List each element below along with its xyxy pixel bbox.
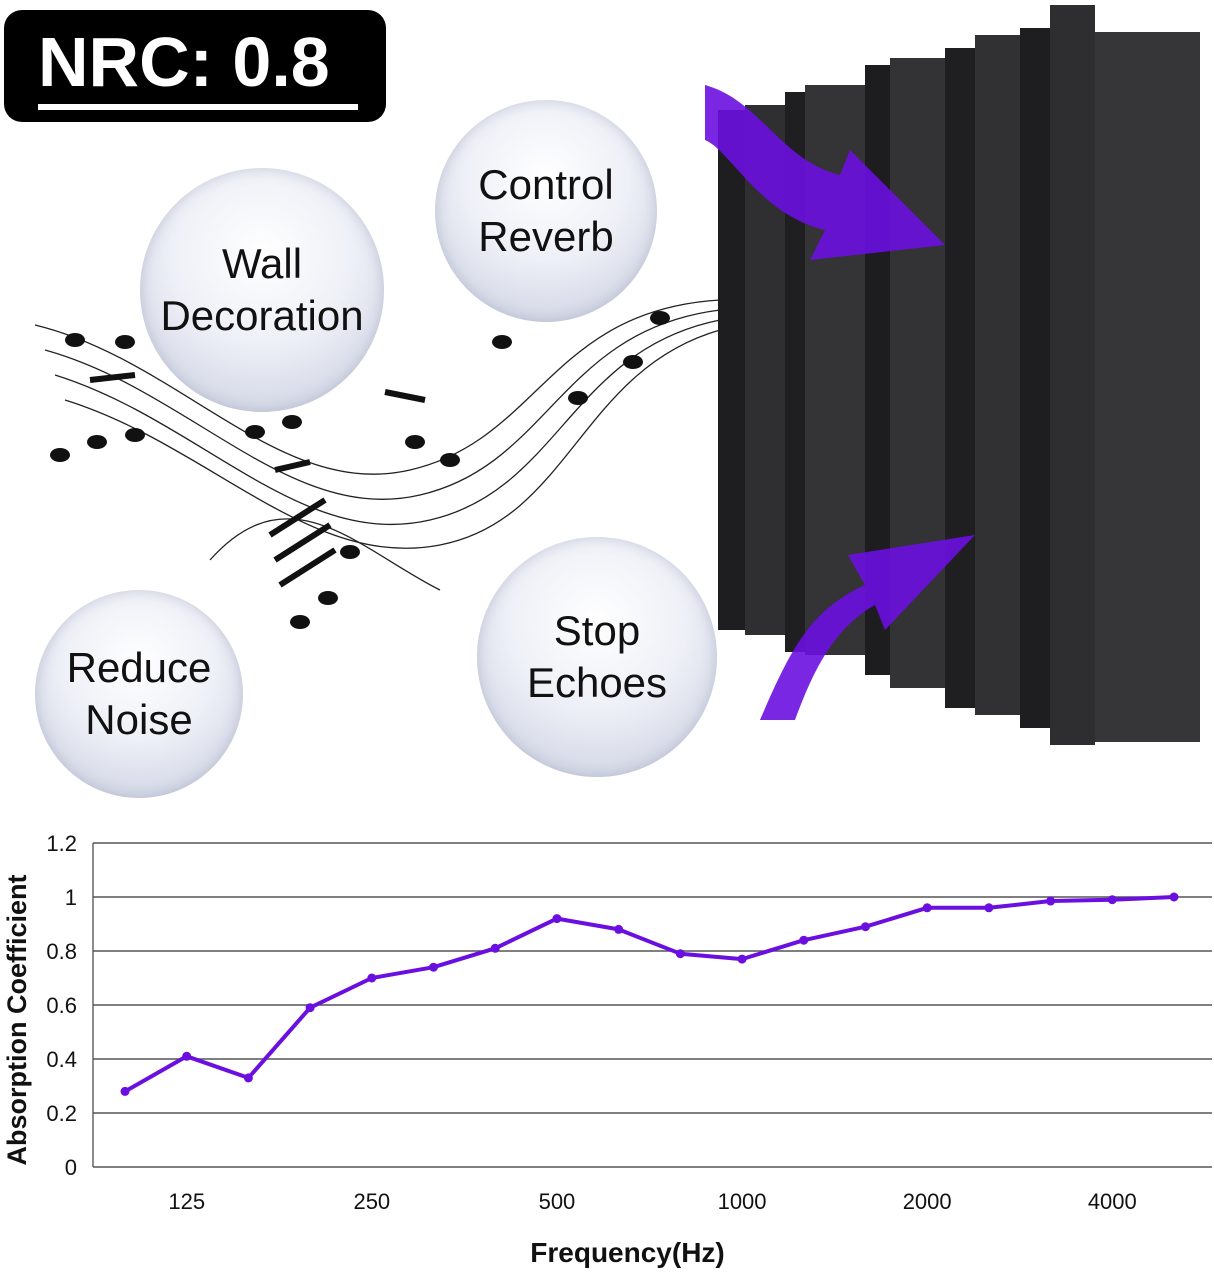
- data-point: [429, 962, 439, 972]
- data-point: [490, 943, 500, 953]
- data-point: [1046, 896, 1056, 906]
- bubble-control-reverb: Control Reverb: [435, 100, 657, 322]
- bubble-text: Stop Echoes: [526, 607, 668, 706]
- bubble-reduce-noise: Reduce Noise: [35, 590, 243, 798]
- y-tick-label: 1.2: [46, 831, 77, 856]
- data-point: [1169, 892, 1179, 902]
- data-point: [984, 903, 994, 913]
- y-tick-label: 0.2: [46, 1101, 77, 1126]
- data-point: [552, 914, 562, 924]
- y-axis-title: Absorption Coefficient: [2, 875, 32, 1166]
- music-notes-illustration: [34, 299, 721, 629]
- data-point: [860, 922, 870, 932]
- data-point: [737, 954, 747, 964]
- x-tick-label: 500: [539, 1189, 576, 1214]
- data-point: [120, 1086, 130, 1096]
- x-tick-label: 1000: [718, 1189, 767, 1214]
- nrc-label: NRC: 0.8: [38, 23, 330, 101]
- y-tick-label: 0.4: [46, 1047, 77, 1072]
- data-point: [922, 903, 932, 913]
- data-point: [182, 1051, 192, 1061]
- data-point: [243, 1073, 253, 1083]
- bubble-text: Reduce Noise: [66, 644, 212, 743]
- bubble-stop-echoes: Stop Echoes: [477, 537, 717, 777]
- nrc-badge: NRC: 0.8: [4, 10, 386, 122]
- x-tick-label: 2000: [903, 1189, 952, 1214]
- data-point: [1107, 895, 1117, 905]
- data-point: [305, 1003, 315, 1013]
- y-tick-label: 0.8: [46, 939, 77, 964]
- series-line: [124, 895, 1175, 1094]
- x-tick-label: 4000: [1088, 1189, 1137, 1214]
- data-point: [367, 973, 377, 983]
- data-point: [799, 935, 809, 945]
- x-tick-label: 125: [168, 1189, 205, 1214]
- data-point: [614, 924, 624, 934]
- x-axis-title: Frequency(Hz): [530, 1237, 724, 1268]
- bubble-text: Control Reverb: [478, 161, 614, 260]
- y-tick-label: 1: [65, 885, 77, 910]
- bubble-text: Wall Decoration: [160, 240, 364, 339]
- x-tick-label: 250: [353, 1189, 390, 1214]
- absorption-chart: 0 0.2 0.4 0.6 0.8 1 1.2 125 250 500 1000 2000 4000 Fr…: [2, 831, 1212, 1268]
- acoustic-foam-panels: [705, 5, 1200, 745]
- y-tick-label: 0: [65, 1155, 77, 1180]
- nrc-underline: [38, 104, 358, 110]
- y-tick-label: 0.6: [46, 993, 77, 1018]
- data-point: [675, 949, 685, 959]
- bubble-wall-decoration: Wall Decoration: [140, 168, 384, 412]
